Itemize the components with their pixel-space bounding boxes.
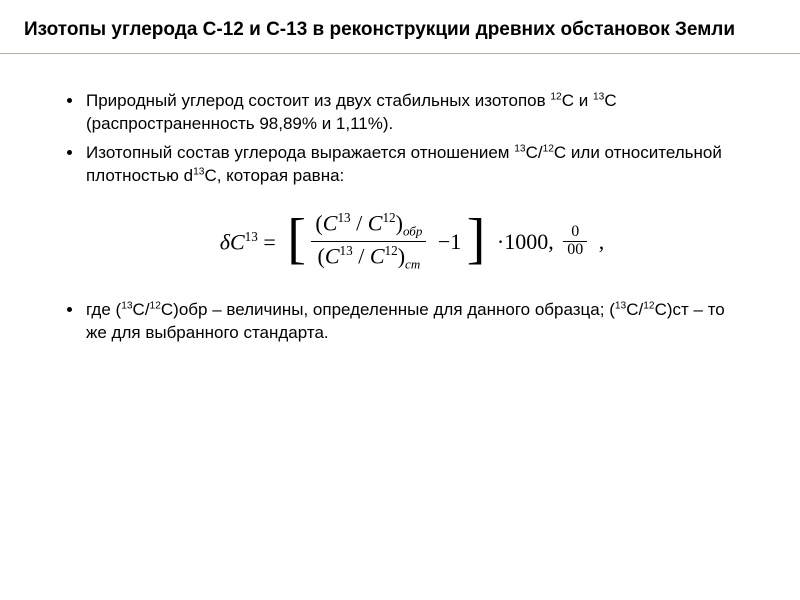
text: С/ <box>133 300 150 319</box>
superscript: 13 <box>193 166 204 177</box>
subscript-obr: обр <box>403 224 422 239</box>
bullet-list: Природный углерод состоит из двух стабил… <box>84 90 740 188</box>
content-area: Природный углерод состоит из двух стабил… <box>0 54 800 375</box>
text: С и <box>562 91 593 110</box>
superscript: 12 <box>643 301 654 312</box>
list-item: где (13С/12С)обр – величины, определенны… <box>84 299 740 345</box>
text: Природный углерод состоит из двух стабил… <box>86 91 550 110</box>
slash: / <box>351 211 368 236</box>
right-bracket: ] <box>467 211 486 267</box>
formula-inner: δC13 = [ (C13 / C12)обр (C13 / C12)ст −1… <box>220 211 604 271</box>
trailing-comma: , <box>599 230 605 253</box>
bullet-list-2: где (13С/12С)обр – величины, определенны… <box>84 299 740 345</box>
main-fraction: (C13 / C12)обр (C13 / C12)ст <box>311 211 426 271</box>
text: C, которая равна: <box>204 166 344 185</box>
var-c: C <box>368 211 383 236</box>
superscript: 13 <box>121 301 132 312</box>
var-c: C <box>323 211 338 236</box>
text: С)обр – величины, определенные для данно… <box>161 300 615 319</box>
superscript: 12 <box>385 243 398 258</box>
superscript: 13 <box>245 229 258 244</box>
left-bracket: [ <box>287 211 306 267</box>
subscript-cm: ст <box>405 257 420 272</box>
paren-open: ( <box>315 211 322 236</box>
page-title: Изотопы углерода С-12 и С-13 в реконстру… <box>0 0 800 54</box>
superscript: 12 <box>550 91 561 102</box>
list-item: Природный углерод состоит из двух стабил… <box>84 90 740 136</box>
bracket-group: [ (C13 / C12)обр (C13 / C12)ст −1 ] <box>287 211 485 271</box>
var-c: C <box>325 243 340 268</box>
minus-one: −1 <box>438 230 461 253</box>
paren-open: ( <box>318 243 325 268</box>
list-item: Изотопный состав углерода выражается отн… <box>84 142 740 188</box>
permille-bottom: 00 <box>563 242 587 259</box>
formula: δC13 = [ (C13 / C12)обр (C13 / C12)ст −1… <box>84 211 740 271</box>
superscript: 13 <box>593 91 604 102</box>
times-thousand: ·1000, <box>497 230 554 253</box>
paren-close: ) <box>398 243 405 268</box>
superscript: 12 <box>382 210 395 225</box>
equals-sign: = <box>258 229 276 254</box>
fraction-numerator: (C13 / C12)обр <box>311 211 426 241</box>
superscript: 13 <box>337 210 350 225</box>
text: С/ <box>526 143 543 162</box>
text: С/ <box>626 300 643 319</box>
superscript: 13 <box>615 301 626 312</box>
superscript: 13 <box>514 143 525 154</box>
permille-fraction: 0 00 <box>563 224 587 259</box>
paren-close: ) <box>396 211 403 236</box>
delta-symbol: δC <box>220 229 245 254</box>
text: Изотопный состав углерода выражается отн… <box>86 143 514 162</box>
fraction-denominator: (C13 / C12)ст <box>311 242 426 271</box>
text: где ( <box>86 300 121 319</box>
var-c: C <box>370 243 385 268</box>
superscript: 12 <box>150 301 161 312</box>
formula-lhs: δC13 = <box>220 230 276 253</box>
superscript: 13 <box>340 243 353 258</box>
slash: / <box>353 243 370 268</box>
superscript: 12 <box>543 143 554 154</box>
permille-top: 0 <box>563 224 587 242</box>
